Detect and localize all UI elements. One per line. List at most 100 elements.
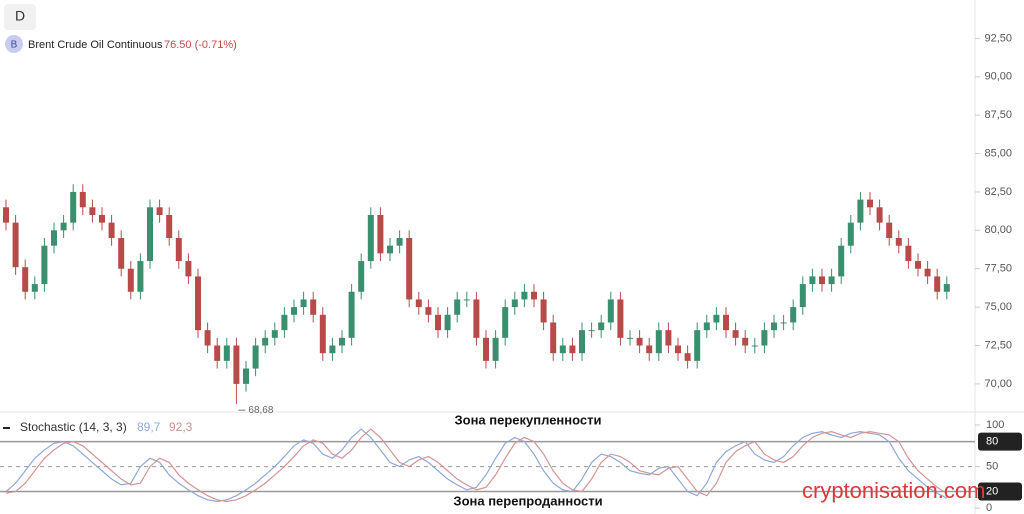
candle-body [271,330,278,338]
candle-body [367,214,374,262]
symbol-icon-bg [5,35,23,53]
y-tick-label: 87,50 [984,109,1012,121]
candle-body [89,207,96,215]
candle-body [732,330,739,338]
candle-body [703,322,710,331]
candle-body [185,261,192,277]
indicator-title: Stochastic (14, 3, 3) [20,420,127,434]
candle-body [223,345,230,361]
level-box [978,482,1022,501]
candle-body [319,314,326,354]
overbought-note: Зона перекупленности [455,412,602,427]
candle-body [310,299,317,315]
candle-body [463,299,470,301]
candle-body [300,299,307,308]
candle-body [396,238,403,246]
candle-body [166,214,173,239]
candle-body [684,353,691,361]
candle-body [531,291,537,300]
candle-body [857,199,864,223]
candle-body [934,276,941,292]
y-tick-label: 92,50 [984,32,1012,44]
candle-body [204,330,211,346]
candle-body [598,322,605,331]
candle-body [444,314,451,331]
candle-body [847,222,854,246]
candle-body [454,299,461,315]
candle-body [51,230,57,246]
y-tick-label: 85,00 [984,147,1012,159]
candle-body [195,276,201,331]
candle-body [819,276,825,285]
candle-body [540,299,547,323]
candle-body [915,261,921,269]
candle-body [329,345,336,354]
candle-body [41,245,48,285]
candle-body [569,345,576,354]
candle-body [118,238,125,269]
candle-body [243,368,249,384]
candle-body [137,261,144,292]
interval-box[interactable] [4,4,36,30]
candle-body [742,337,749,346]
candle-body [339,337,345,346]
candle-body [636,337,643,346]
candle-body [943,284,950,292]
candle-body [771,322,777,331]
candle-body [60,222,67,231]
candle-body [483,337,489,361]
candle-body [646,345,653,354]
y-tick-label: 70,00 [984,378,1012,390]
candle-body [550,322,557,354]
y-tick-label: 75,00 [984,301,1012,313]
candle-body [12,222,19,268]
candle-body [127,268,134,292]
symbol-title: Brent Crude Oil Continuous [28,39,163,51]
candle-body [502,307,509,338]
candle-body [780,322,787,324]
candle-body [694,330,701,361]
candle-body [627,337,633,339]
candle-body [79,191,86,208]
oversold-note: Зона перепроданности [453,493,602,508]
candle-body [492,337,499,361]
candle-body [348,291,355,338]
y-tick-label: 77,50 [984,263,1012,275]
candle-body [761,330,768,346]
candle-body [828,276,835,285]
legend-d: 92,3 [169,420,193,434]
stochastic-line [5,428,948,503]
candle-body [473,299,480,338]
candle-body [838,245,845,277]
candle-body [521,291,528,300]
candle-body [233,345,240,384]
candle-body [665,330,672,346]
y-tick-label: 100 [986,419,1004,431]
candle-body [175,238,182,262]
candle-body [425,307,432,315]
annotation-label: 68,68 [248,405,273,416]
candle-body [723,314,729,331]
candle-body [415,299,422,308]
candle-body [790,307,797,323]
price-label: 76.50 (-0.71%) [164,39,237,51]
symbol-icon: B [11,40,18,51]
candle-body [3,207,9,223]
candle-body [156,207,163,215]
candle-body [655,330,662,354]
candle-body [358,261,365,292]
candle-body [809,276,816,285]
candle-body [607,299,614,323]
level-label: 20 [986,485,998,497]
candle-body [511,299,518,308]
interval: D [15,8,25,24]
y-tick-label: 50 [986,460,998,472]
candle-body [617,299,624,338]
level-label: 80 [986,436,998,448]
candle-body [252,345,259,369]
candle-body [559,345,566,354]
candle-body [713,314,720,323]
y-tick-label: 0 [986,502,992,514]
candle-body [99,214,105,223]
